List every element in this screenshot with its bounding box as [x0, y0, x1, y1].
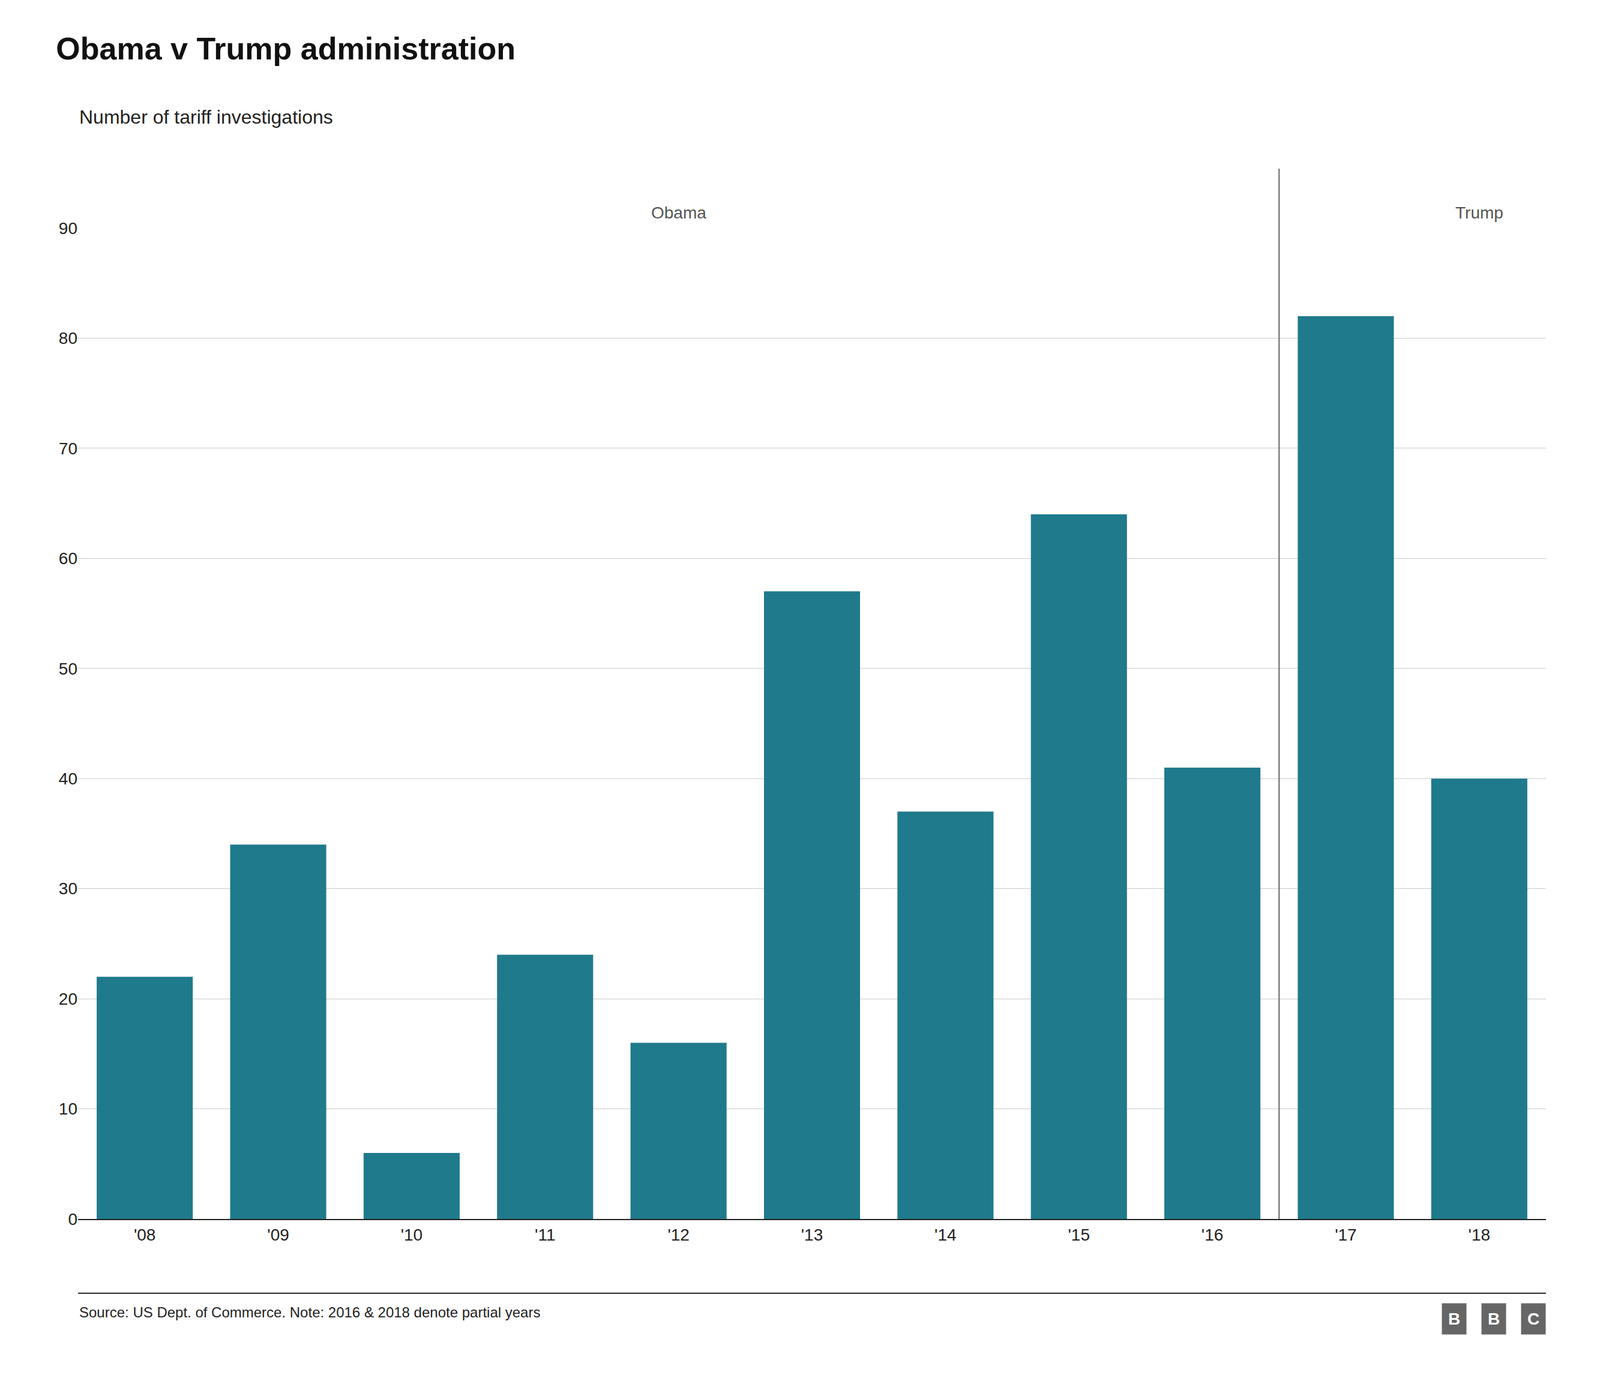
svg-text:40: 40 [58, 769, 78, 788]
svg-text:'17: '17 [1334, 1225, 1357, 1245]
svg-text:60: 60 [58, 549, 78, 568]
svg-text:Obama v Trump administration: Obama v Trump administration [55, 31, 516, 67]
svg-text:'14: '14 [934, 1225, 957, 1245]
svg-text:'08: '08 [133, 1225, 157, 1245]
svg-text:'15: '15 [1067, 1225, 1090, 1245]
svg-text:B: B [1487, 1309, 1500, 1329]
svg-text:Source: US Dept. of Commerce.: Source: US Dept. of Commerce. Note: 2016… [79, 1304, 541, 1321]
svg-text:'11: '11 [534, 1225, 556, 1245]
svg-text:C: C [1527, 1309, 1540, 1329]
svg-text:'16: '16 [1201, 1225, 1224, 1245]
svg-text:30: 30 [58, 879, 78, 898]
svg-text:Trump: Trump [1455, 203, 1504, 223]
svg-text:10: 10 [58, 1099, 78, 1119]
svg-text:50: 50 [58, 659, 78, 679]
svg-text:'10: '10 [400, 1225, 424, 1245]
svg-text:B: B [1448, 1309, 1461, 1329]
svg-text:Number of tariff investigation: Number of tariff investigations [79, 106, 334, 128]
svg-text:0: 0 [67, 1209, 78, 1229]
svg-text:70: 70 [58, 439, 78, 458]
svg-text:80: 80 [58, 328, 78, 348]
svg-text:'18: '18 [1468, 1225, 1491, 1245]
svg-text:'12: '12 [667, 1225, 690, 1245]
svg-text:'09: '09 [267, 1225, 290, 1245]
svg-text:'13: '13 [801, 1225, 824, 1245]
svg-text:20: 20 [58, 989, 78, 1009]
svg-text:90: 90 [58, 219, 78, 238]
svg-text:Obama: Obama [651, 203, 707, 223]
